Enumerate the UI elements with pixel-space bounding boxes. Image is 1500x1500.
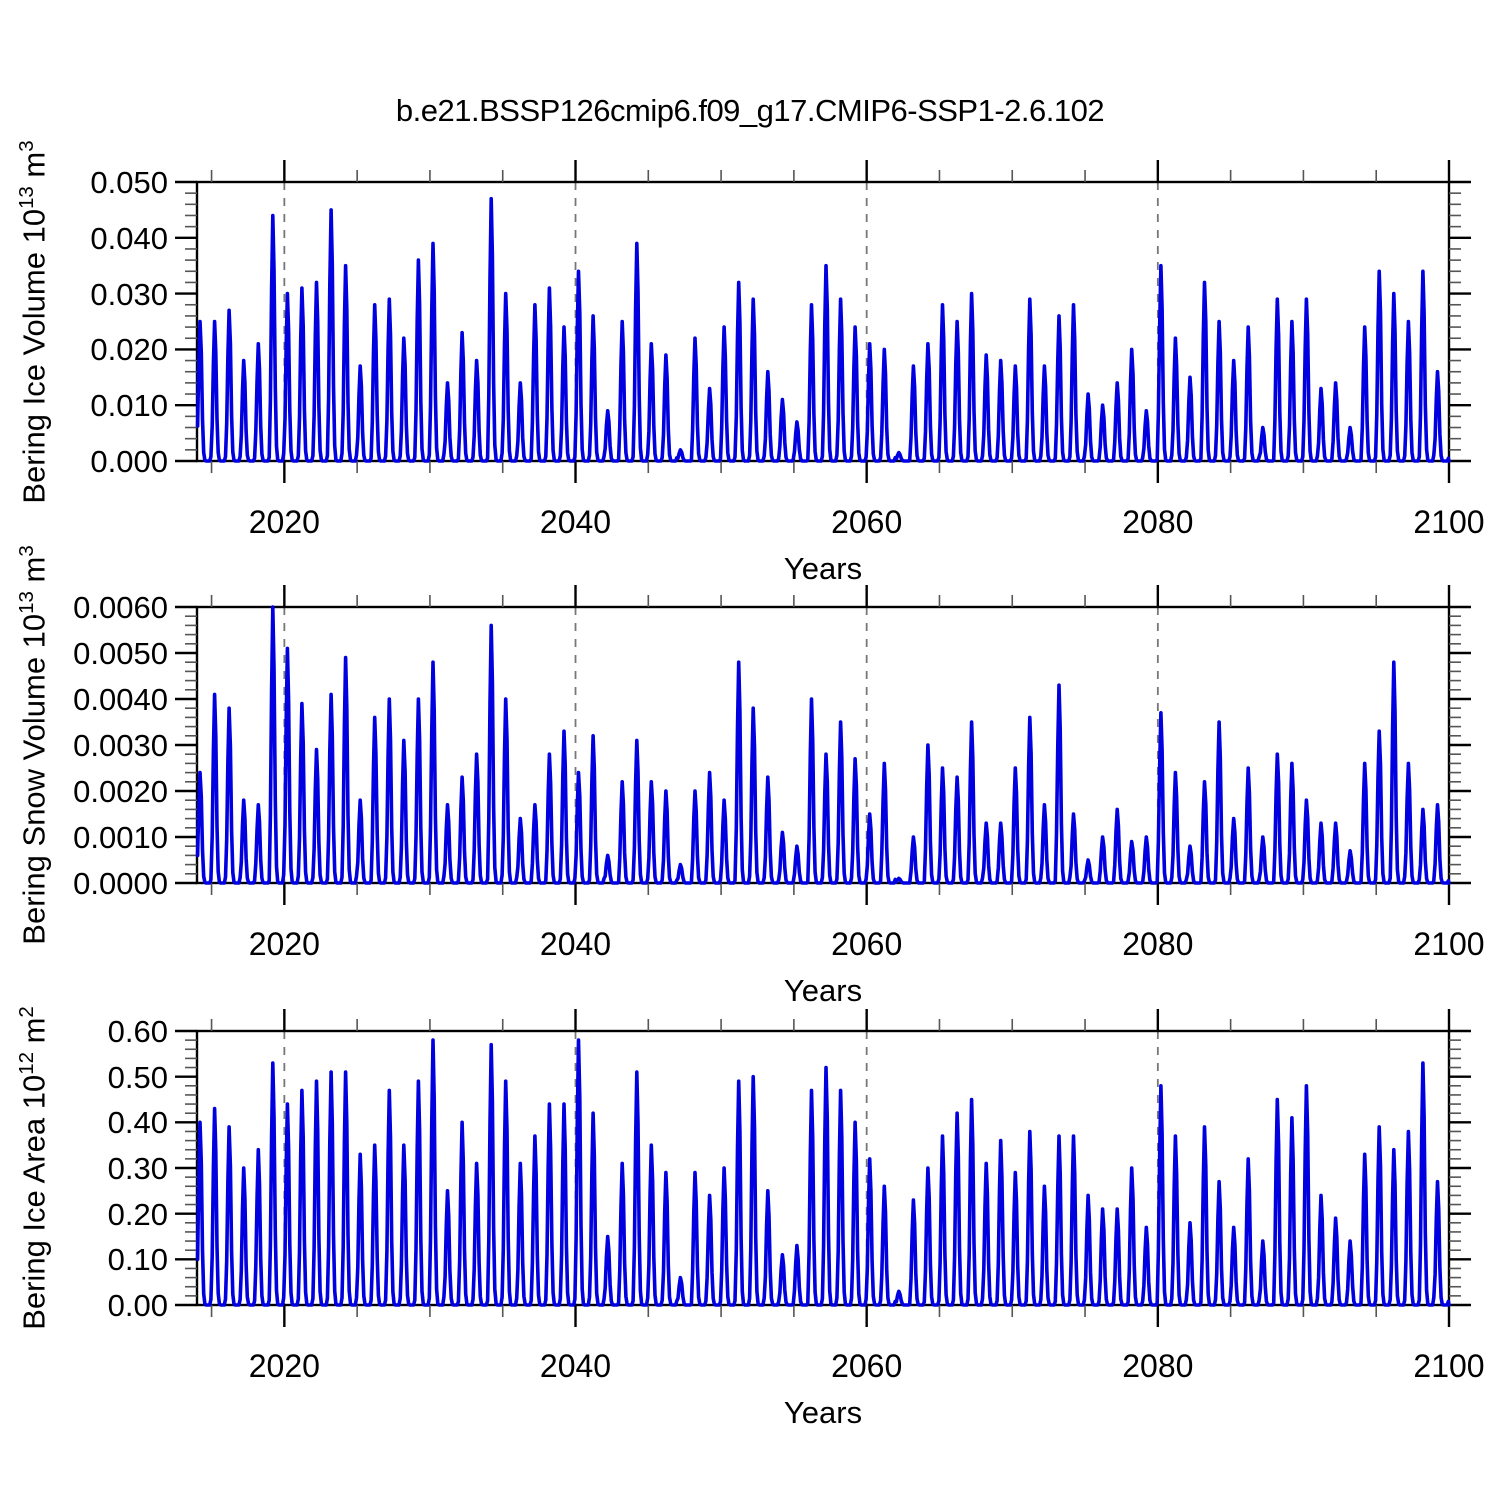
x-axis-title: Years (783, 551, 863, 586)
y-axis-title: Bering Snow Volume 1013 m3 (15, 545, 52, 945)
x-tick-label: 2060 (831, 504, 903, 540)
y-axis-title: Bering Ice Volume 1013 m3 (15, 139, 52, 504)
y-tick-label: 0.40 (107, 1105, 168, 1141)
x-tick-label: 2080 (1122, 926, 1194, 962)
y-tick-label: 0.0050 (73, 636, 168, 671)
y-tick-label: 0.00 (107, 1288, 168, 1323)
y-tick-label: 0.0030 (73, 728, 168, 763)
y-tick-label: 0.0010 (73, 820, 168, 855)
x-tick-label: 2100 (1413, 504, 1485, 540)
y-tick-label: 0.050 (90, 165, 168, 200)
y-tick-label: 0.50 (107, 1059, 168, 1095)
x-tick-label: 2060 (831, 1348, 903, 1384)
x-tick-label: 2100 (1413, 926, 1485, 962)
x-tick-label: 2020 (248, 504, 320, 540)
x-tick-label: 2040 (539, 504, 612, 540)
x-tick-label: 2060 (831, 926, 903, 962)
y-tick-label: 0.000 (90, 444, 168, 479)
y-tick-label: 0.0000 (73, 866, 168, 901)
y-tick-label: 0.010 (90, 388, 168, 424)
y-tick-label: 0.10 (107, 1242, 168, 1278)
y-tick-label: 0.0060 (73, 590, 168, 625)
y-tick-label: 0.040 (90, 220, 168, 256)
x-axis-title: Years (783, 973, 863, 1008)
x-tick-label: 2040 (539, 926, 612, 962)
y-tick-label: 0.60 (107, 1014, 168, 1049)
plot-title: b.e21.BSSP126cmip6.f09_g17.CMIP6-SSP1-2.… (395, 93, 1105, 128)
x-tick-label: 2080 (1122, 1348, 1194, 1384)
y-tick-label: 0.20 (107, 1196, 168, 1232)
y-tick-label: 0.030 (90, 276, 168, 312)
x-tick-label: 2080 (1122, 504, 1194, 540)
y-tick-label: 0.30 (107, 1151, 168, 1186)
y-tick-label: 0.020 (90, 332, 168, 368)
y-tick-label: 0.0040 (73, 682, 168, 717)
x-tick-label: 2040 (539, 1348, 612, 1384)
x-tick-label: 2100 (1413, 1348, 1485, 1384)
x-axis-title: Years (783, 1395, 863, 1430)
x-tick-label: 2020 (248, 1348, 320, 1384)
x-tick-label: 2020 (248, 926, 320, 962)
y-tick-label: 0.0020 (73, 774, 168, 809)
y-axis-title: Bering Ice Area 1012 m2 (15, 1006, 52, 1330)
